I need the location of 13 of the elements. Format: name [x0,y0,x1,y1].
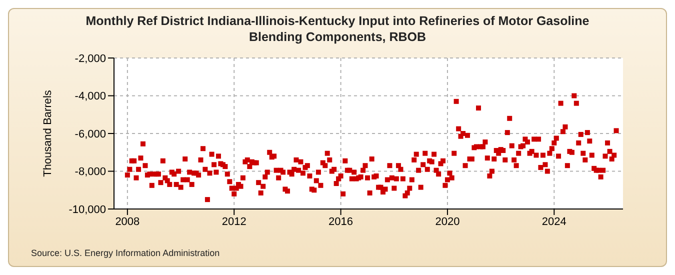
y-axis-title: Thousand Barrels [42,90,54,177]
y-tick-label: -8,000 [74,166,106,178]
x-tick-label: 2024 [542,216,566,228]
x-tick-label: 2016 [328,216,354,228]
x-tick-label: 2008 [115,216,140,228]
chart-title: Monthly Ref District Indiana-Illinois-Kentucky Input into Refineries of Motor Gasoline Blending Components, RBOB [84,13,590,45]
x-tick-label: 2020 [435,216,460,228]
y-tick-label: -10,000 [68,204,106,216]
source-note: Source: U.S. Energy Information Administration [31,248,220,258]
y-tick-label: -6,000 [74,128,106,140]
y-tick-label: -2,000 [74,52,106,65]
x-tick-label: 2012 [222,216,246,228]
y-tick-label: -4,000 [74,90,106,103]
